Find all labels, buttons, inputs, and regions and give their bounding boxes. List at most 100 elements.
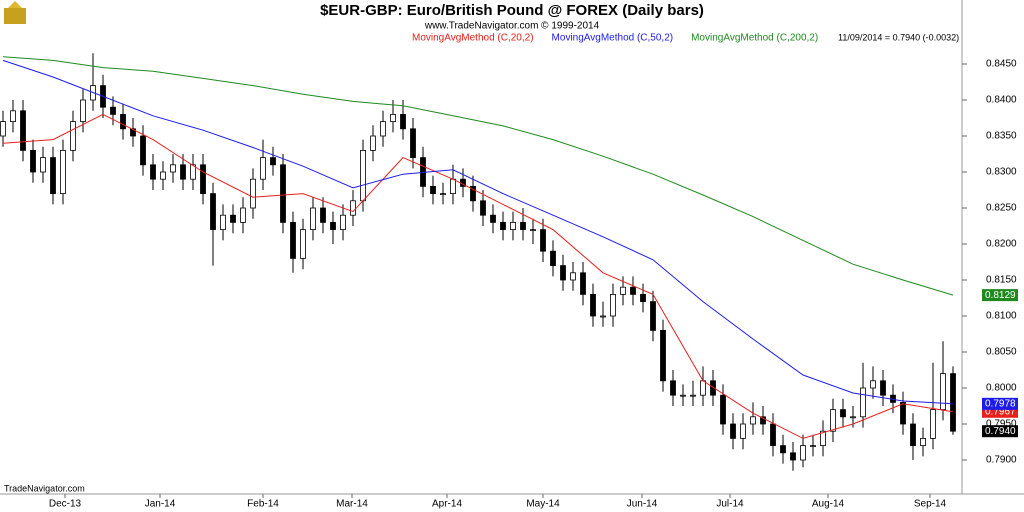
candle-body	[880, 380, 886, 396]
candle-body	[700, 380, 706, 396]
candle-body	[850, 416, 856, 419]
candle-body	[840, 409, 846, 418]
candle-body	[760, 416, 766, 425]
candle-body	[380, 121, 386, 137]
legend-entry: MovingAvgMethod (C,200,2)	[691, 33, 818, 44]
status: 11/09/2014 = 0.7940 (-0.0032)	[838, 32, 959, 42]
y-tick-label: 0.8000	[986, 383, 1017, 394]
candle-body	[670, 380, 676, 396]
y-tick-label: 0.8150	[986, 275, 1017, 286]
x-tick-label: Mar-14	[336, 499, 368, 510]
candle-body	[220, 214, 226, 230]
ma-line	[2, 56, 954, 296]
candle-body	[450, 178, 456, 194]
candle-body	[430, 185, 436, 194]
y-tick-label: 0.8050	[986, 347, 1017, 358]
candle-body	[600, 315, 606, 318]
ma-line	[2, 59, 954, 405]
candle-body	[150, 164, 156, 180]
legend-entry: MovingAvgMethod (C,20,2)	[412, 33, 534, 44]
candle-body	[180, 164, 186, 180]
candle-body	[930, 409, 936, 439]
candle-body	[240, 207, 246, 223]
x-tick-label: Apr-14	[432, 499, 462, 510]
logo	[4, 1, 26, 24]
y-tick-label: 0.8350	[986, 131, 1017, 142]
candle-body	[490, 214, 496, 223]
x-tick-label: Jan-14	[145, 499, 176, 510]
candle-body	[320, 207, 326, 223]
candle-body	[30, 149, 36, 173]
x-tick-label: Jun-14	[627, 499, 658, 510]
candle-body	[520, 221, 526, 230]
candle-body	[170, 164, 176, 173]
candle-body	[230, 214, 236, 223]
candle-body	[250, 178, 256, 209]
candle-body	[710, 380, 716, 396]
x-tick-label: Jul-14	[716, 499, 744, 510]
last-value-label: 0.7940	[985, 426, 1016, 437]
candle-body	[530, 229, 536, 232]
candle-body	[580, 272, 586, 295]
y-tick-label: 0.8100	[986, 311, 1017, 322]
candle-body	[910, 423, 916, 447]
candle-body	[340, 214, 346, 230]
watermark: TradeNavigator.com	[4, 483, 85, 493]
candle-body	[140, 135, 146, 166]
candle-body	[870, 380, 876, 389]
candle-body	[860, 387, 866, 418]
candle-body	[510, 221, 516, 230]
last-value-label: 0.8129	[985, 290, 1016, 301]
last-value-box	[982, 397, 1018, 410]
legend-entry: MovingAvgMethod (C,50,2)	[552, 33, 674, 44]
candle-body	[110, 106, 116, 115]
y-tick-label: 0.8300	[986, 167, 1017, 178]
candle-body	[40, 157, 46, 173]
candle-body	[900, 401, 906, 425]
candle-body	[570, 272, 576, 281]
candle-body	[800, 445, 806, 461]
candle-body	[210, 193, 216, 231]
candle-body	[610, 293, 616, 317]
y-tick-label: 0.8450	[986, 59, 1017, 70]
last-value-box	[982, 289, 1018, 302]
candle-body	[350, 200, 356, 216]
candle-body	[370, 135, 376, 151]
candle-body	[550, 250, 556, 266]
candle-body	[740, 423, 746, 439]
last-value-label: 0.7978	[985, 398, 1016, 409]
candle-body	[290, 221, 296, 259]
candle-body	[720, 394, 726, 425]
candle-body	[920, 437, 926, 446]
candle-body	[820, 430, 826, 447]
candle-body	[770, 423, 776, 447]
candle-body	[750, 416, 756, 425]
candle-body	[830, 409, 836, 432]
y-tick-label: 0.8250	[986, 203, 1017, 214]
candle-body	[680, 394, 686, 397]
candle-body	[70, 121, 76, 151]
subtitle: www.TradeNavigator.com © 1999-2014	[424, 21, 600, 32]
candle-body	[780, 445, 786, 454]
candle-body	[500, 221, 506, 230]
candle-body	[130, 128, 136, 137]
candle-body	[790, 452, 796, 461]
candle-body	[10, 110, 16, 123]
candle-body	[480, 200, 486, 216]
candle-body	[410, 128, 416, 159]
x-tick-label: Sep-14	[914, 499, 947, 510]
candle-body	[630, 286, 636, 295]
candle-body	[20, 110, 26, 151]
y-tick-label: 0.8200	[986, 239, 1017, 250]
x-tick-label: Aug-14	[812, 499, 845, 510]
last-value-box	[982, 425, 1018, 438]
y-tick-label: 0.7900	[986, 455, 1017, 466]
y-tick-label: 0.7950	[986, 419, 1017, 430]
candle-body	[190, 164, 196, 180]
x-tick-label: May-14	[526, 499, 560, 510]
candle-body	[300, 229, 306, 259]
last-value-label: 0.7967	[985, 406, 1016, 417]
candle-body	[560, 265, 566, 281]
